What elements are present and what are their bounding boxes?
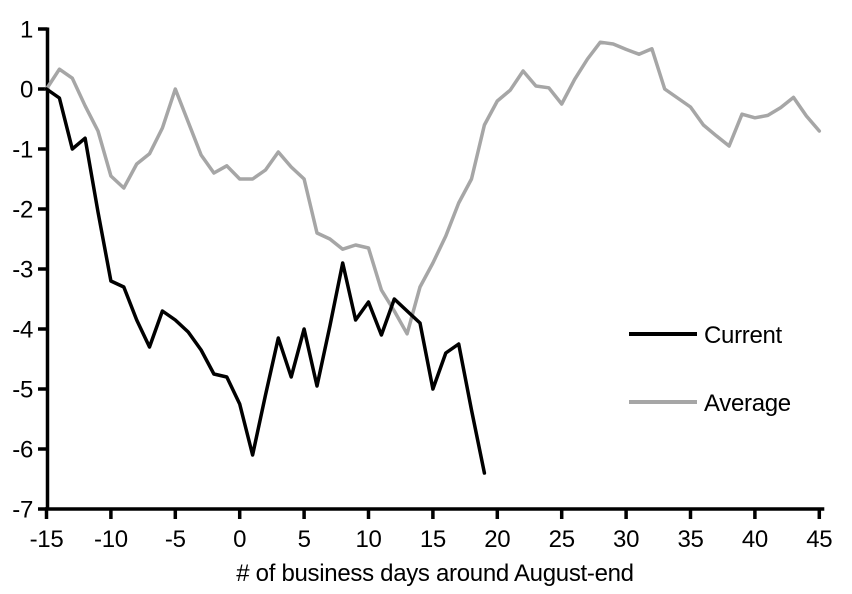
x-tick-label: 15: [420, 526, 446, 553]
legend-line-average: [629, 400, 697, 404]
x-tick-label: 10: [355, 526, 381, 553]
y-tick-label: -4: [12, 317, 33, 344]
x-tick-label: 40: [742, 526, 768, 553]
legend-line-current: [629, 332, 697, 336]
x-tick-label: -5: [165, 526, 186, 553]
legend-label-average: Average: [704, 390, 791, 417]
y-tick-label: 0: [20, 77, 33, 104]
x-tick-label: -15: [30, 526, 64, 553]
y-tick-label: -1: [12, 137, 33, 164]
series-line-current: [44, 87, 487, 475]
x-tick-label: 35: [677, 526, 703, 553]
x-tick-label: -10: [94, 526, 128, 553]
x-tick-label: 30: [613, 526, 639, 553]
y-tick-label: -3: [12, 257, 33, 284]
series-line-average: [44, 40, 822, 336]
y-tick-label: -7: [12, 497, 33, 524]
legend-label-current: Current: [704, 322, 782, 349]
x-tick-label: 25: [549, 526, 575, 553]
y-tick-label: -2: [12, 197, 33, 224]
x-tick-label: 45: [806, 526, 832, 553]
y-tick-label: 1: [20, 17, 33, 44]
y-tick-label: -5: [12, 377, 33, 404]
x-tick-label: 5: [298, 526, 311, 553]
y-tick-label: -6: [12, 437, 33, 464]
x-axis-title: # of business days around August-end: [236, 560, 634, 587]
x-tick-label: 20: [484, 526, 510, 553]
x-tick-label: 0: [233, 526, 246, 553]
